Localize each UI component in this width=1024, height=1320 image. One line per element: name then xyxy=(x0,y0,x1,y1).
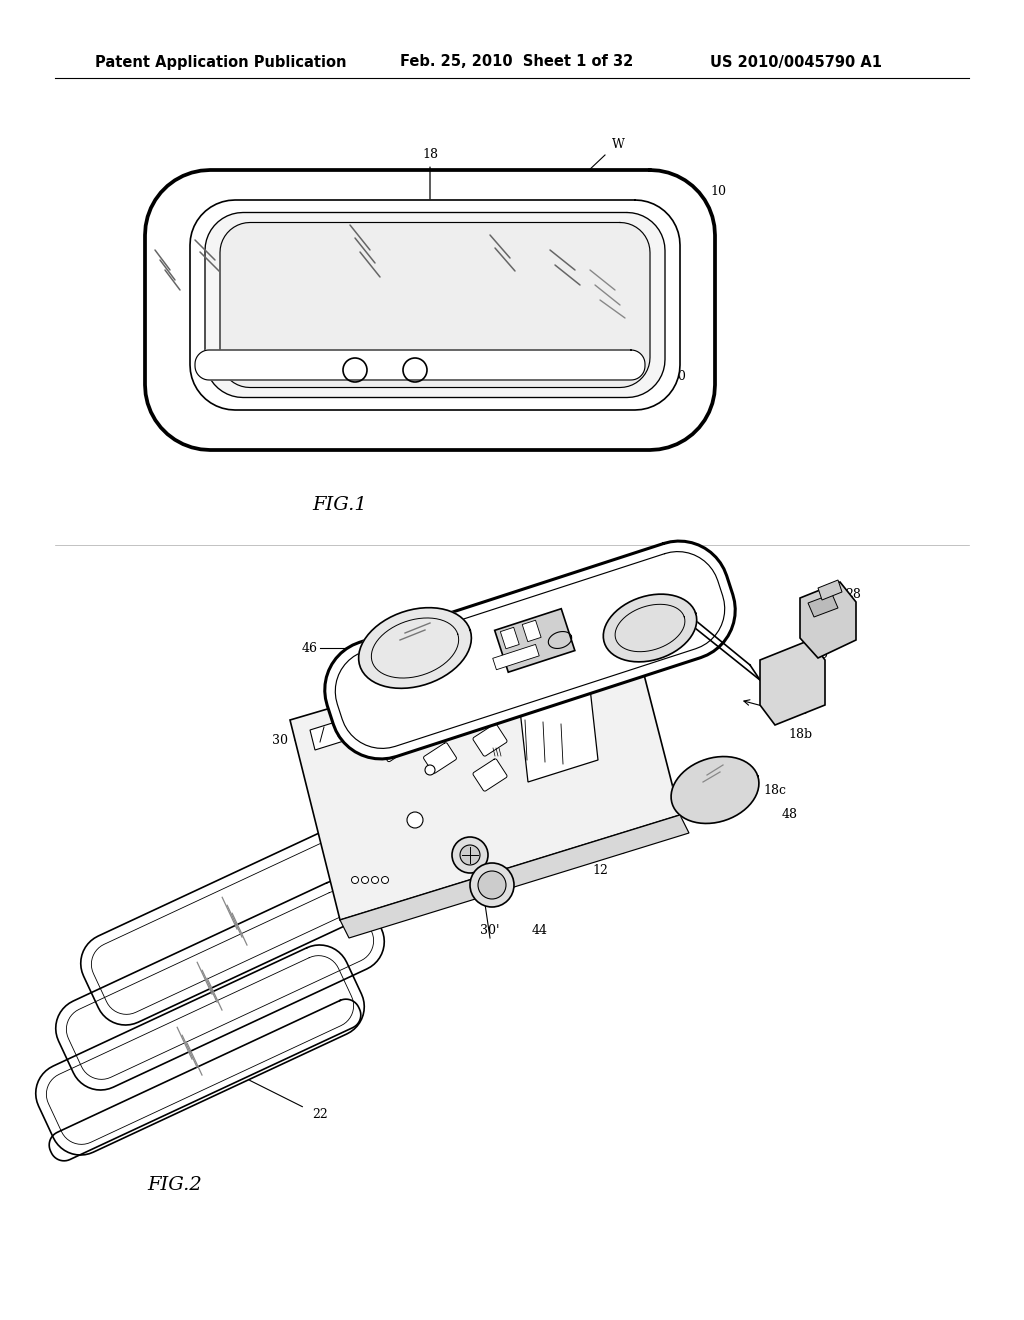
Circle shape xyxy=(351,876,358,883)
Circle shape xyxy=(425,766,435,775)
Text: 20: 20 xyxy=(670,370,686,383)
Polygon shape xyxy=(800,582,856,657)
Text: 48: 48 xyxy=(782,808,798,821)
Polygon shape xyxy=(473,759,507,791)
Circle shape xyxy=(478,871,506,899)
Polygon shape xyxy=(522,620,541,642)
Text: W: W xyxy=(611,139,625,150)
Text: 18: 18 xyxy=(422,149,438,211)
Polygon shape xyxy=(340,814,689,939)
Circle shape xyxy=(407,812,423,828)
Polygon shape xyxy=(493,644,540,669)
Polygon shape xyxy=(473,723,507,756)
Text: FIG.2: FIG.2 xyxy=(147,1176,203,1195)
Circle shape xyxy=(372,876,379,883)
Polygon shape xyxy=(190,201,680,411)
Polygon shape xyxy=(424,705,457,735)
Text: 10: 10 xyxy=(710,185,726,198)
Circle shape xyxy=(460,845,480,865)
Polygon shape xyxy=(220,223,650,388)
Polygon shape xyxy=(671,756,759,824)
Polygon shape xyxy=(195,350,645,380)
Polygon shape xyxy=(501,627,519,648)
Polygon shape xyxy=(145,170,715,450)
Text: 30: 30 xyxy=(272,734,288,747)
Text: 18a: 18a xyxy=(499,603,522,616)
Text: US 2010/0045790 A1: US 2010/0045790 A1 xyxy=(710,54,882,70)
Text: 28: 28 xyxy=(845,589,861,602)
Polygon shape xyxy=(377,693,413,726)
Text: 18b: 18b xyxy=(787,729,812,742)
Text: 16: 16 xyxy=(610,843,626,857)
Circle shape xyxy=(382,876,388,883)
Text: 30': 30' xyxy=(480,924,500,936)
Polygon shape xyxy=(81,814,410,1026)
Polygon shape xyxy=(310,705,395,750)
Circle shape xyxy=(470,863,514,907)
Text: 12: 12 xyxy=(592,863,608,876)
Text: Feb. 25, 2010  Sheet 1 of 32: Feb. 25, 2010 Sheet 1 of 32 xyxy=(400,54,633,70)
Polygon shape xyxy=(36,945,365,1155)
Text: 26: 26 xyxy=(812,648,828,661)
Polygon shape xyxy=(377,729,413,762)
Text: 20: 20 xyxy=(367,924,383,936)
Polygon shape xyxy=(49,999,360,1160)
Text: 18: 18 xyxy=(792,704,808,717)
Polygon shape xyxy=(55,880,384,1090)
Polygon shape xyxy=(205,213,665,397)
Text: 44: 44 xyxy=(532,924,548,936)
Polygon shape xyxy=(495,609,574,672)
Polygon shape xyxy=(358,607,471,688)
Text: FIG.1: FIG.1 xyxy=(312,496,368,513)
Text: 22: 22 xyxy=(312,1109,328,1122)
Circle shape xyxy=(452,837,488,873)
Polygon shape xyxy=(818,579,842,601)
Text: 46: 46 xyxy=(302,642,318,655)
Text: Patent Application Publication: Patent Application Publication xyxy=(95,54,346,70)
Polygon shape xyxy=(760,640,825,725)
Text: 18c: 18c xyxy=(764,784,786,796)
Polygon shape xyxy=(808,594,838,616)
Polygon shape xyxy=(325,541,735,759)
Polygon shape xyxy=(520,688,598,781)
Circle shape xyxy=(361,876,369,883)
Polygon shape xyxy=(603,594,696,661)
Polygon shape xyxy=(290,620,680,920)
Polygon shape xyxy=(424,743,457,774)
